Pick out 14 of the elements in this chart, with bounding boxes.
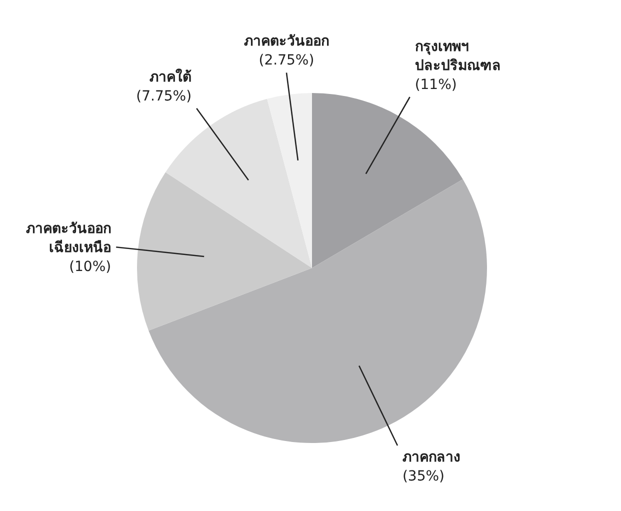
pie-slice: [267, 93, 312, 268]
data-label: (11%): [414, 77, 457, 94]
slice-label: ภาคใต้: [150, 67, 192, 86]
data-label: (35%): [402, 468, 445, 484]
slice-label: ภาคตะวันออก: [244, 34, 329, 50]
pie-slice: [148, 179, 487, 443]
slice-label: ภาคกลาง: [402, 449, 460, 466]
data-label: (10%): [69, 259, 112, 276]
slice-label: กรุงเทพฯ ปละปริมณฑล: [414, 39, 501, 74]
pie-slice: [137, 172, 312, 331]
data-label: (7.75%): [136, 88, 192, 104]
slice-label: ภาคตะวันออก เฉียงเหนือ: [26, 221, 112, 256]
pie-slice: [312, 93, 463, 268]
data-label: (2.75%): [258, 52, 314, 69]
